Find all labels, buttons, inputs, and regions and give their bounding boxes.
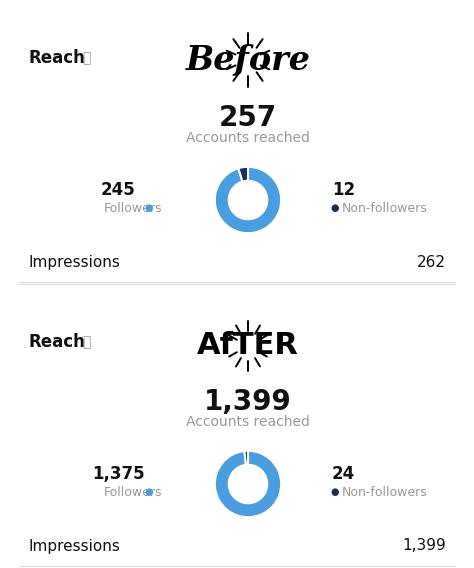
Wedge shape — [238, 167, 248, 182]
Text: Impressions: Impressions — [28, 254, 120, 269]
Text: 1,375: 1,375 — [91, 465, 144, 483]
Text: ●: ● — [144, 203, 153, 213]
Text: Accounts reached: Accounts reached — [186, 131, 310, 145]
Text: 245: 245 — [100, 181, 136, 199]
Text: ⓘ: ⓘ — [82, 51, 91, 65]
Wedge shape — [215, 167, 281, 233]
Text: Followers: Followers — [104, 486, 163, 499]
Text: Accounts reached: Accounts reached — [186, 415, 310, 429]
Text: Non-followers: Non-followers — [342, 486, 428, 499]
Text: ●: ● — [330, 203, 338, 213]
Text: ●: ● — [144, 487, 153, 497]
Text: Reach: Reach — [28, 49, 85, 67]
Text: Followers: Followers — [104, 202, 163, 215]
Text: 24: 24 — [332, 465, 355, 483]
Text: Before: Before — [185, 44, 310, 77]
Text: ⓘ: ⓘ — [82, 335, 91, 349]
Wedge shape — [245, 451, 248, 465]
Text: 1,399: 1,399 — [402, 538, 446, 553]
Text: AfTER: AfTER — [197, 332, 299, 361]
Text: Reach: Reach — [28, 333, 85, 351]
Text: 257: 257 — [219, 104, 277, 132]
Text: 262: 262 — [417, 254, 446, 269]
Text: Non-followers: Non-followers — [342, 202, 428, 215]
Text: 12: 12 — [332, 181, 355, 199]
Text: 1,399: 1,399 — [204, 388, 292, 416]
Text: Impressions: Impressions — [28, 538, 120, 553]
Wedge shape — [215, 451, 281, 517]
Text: ●: ● — [330, 487, 338, 497]
